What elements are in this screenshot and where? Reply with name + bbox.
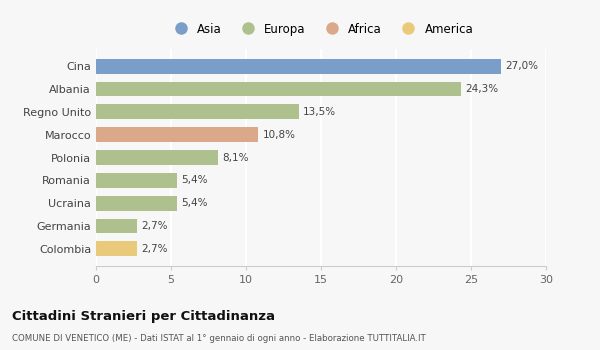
- Text: 13,5%: 13,5%: [303, 107, 336, 117]
- Text: 8,1%: 8,1%: [222, 153, 248, 162]
- Legend: Asia, Europa, Africa, America: Asia, Europa, Africa, America: [166, 20, 476, 38]
- Text: 5,4%: 5,4%: [182, 198, 208, 208]
- Bar: [96, 127, 258, 142]
- Bar: [96, 59, 501, 74]
- Bar: [96, 241, 137, 256]
- Text: 5,4%: 5,4%: [182, 175, 208, 185]
- Bar: [96, 150, 218, 165]
- Bar: [96, 196, 177, 210]
- Text: 27,0%: 27,0%: [505, 61, 539, 71]
- Bar: [96, 105, 299, 119]
- Bar: [96, 173, 177, 188]
- Text: COMUNE DI VENETICO (ME) - Dati ISTAT al 1° gennaio di ogni anno - Elaborazione T: COMUNE DI VENETICO (ME) - Dati ISTAT al …: [12, 334, 426, 343]
- Text: 2,7%: 2,7%: [141, 244, 167, 254]
- Text: 2,7%: 2,7%: [141, 221, 167, 231]
- Bar: [96, 218, 137, 233]
- Text: 10,8%: 10,8%: [263, 130, 296, 140]
- Text: Cittadini Stranieri per Cittadinanza: Cittadini Stranieri per Cittadinanza: [12, 310, 275, 323]
- Text: 24,3%: 24,3%: [465, 84, 498, 94]
- Bar: [96, 82, 461, 97]
